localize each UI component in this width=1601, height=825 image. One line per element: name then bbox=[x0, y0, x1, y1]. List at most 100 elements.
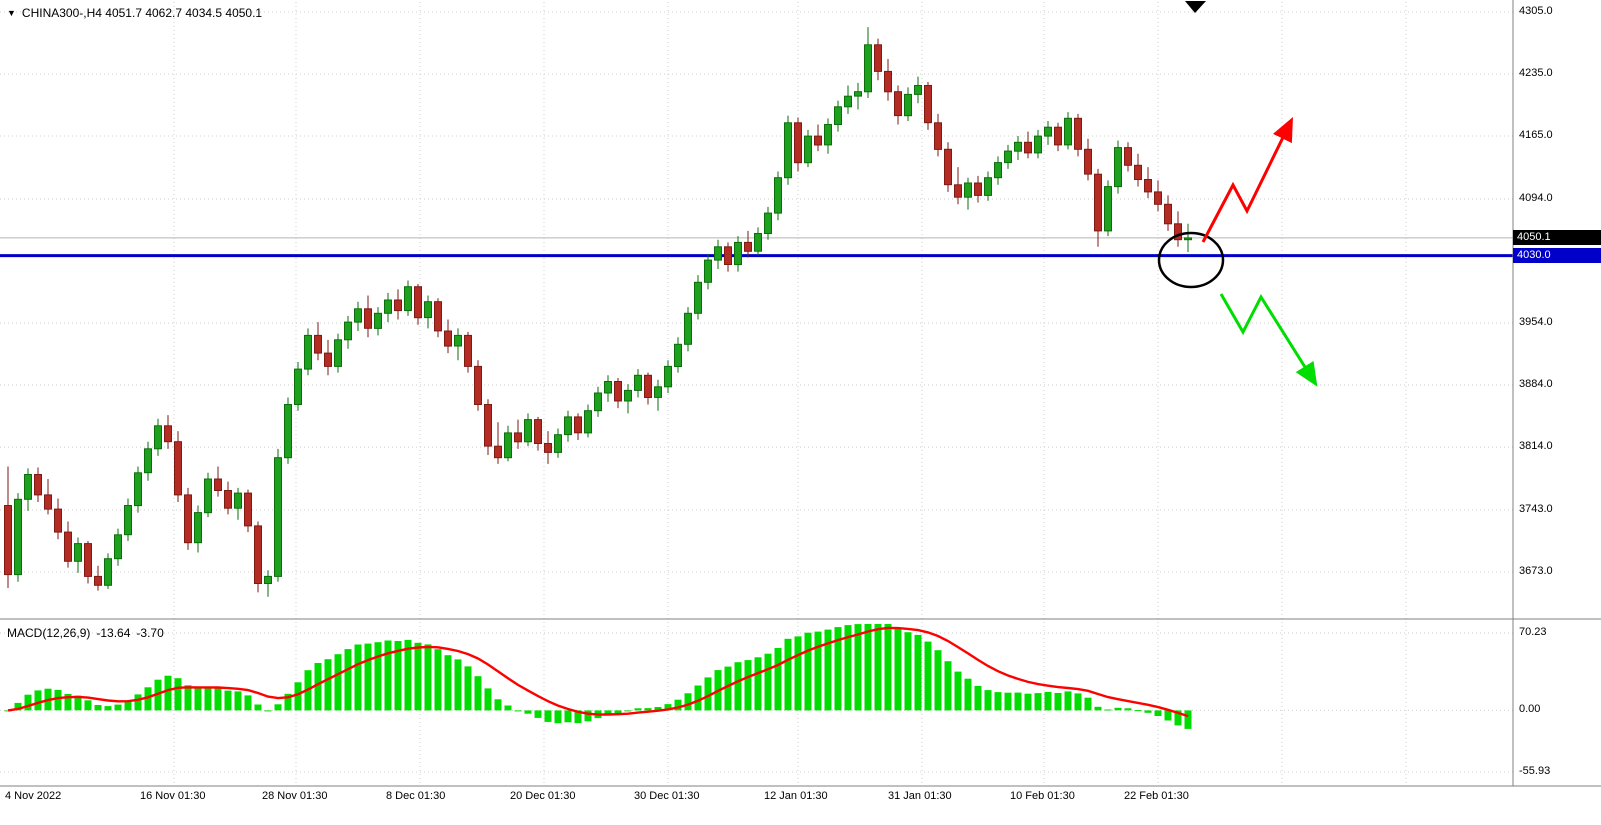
macd-bar bbox=[354, 644, 362, 711]
candle-body bbox=[1064, 117, 1072, 146]
candle-body bbox=[234, 492, 242, 509]
macd-bar bbox=[914, 634, 922, 711]
circle-annotation[interactable] bbox=[1157, 231, 1225, 289]
macd-bar bbox=[674, 699, 682, 711]
macd-bar bbox=[904, 632, 912, 711]
price-axis-label: 4165.0 bbox=[1519, 129, 1553, 141]
candle-body bbox=[784, 122, 792, 179]
annotations-layer[interactable] bbox=[1157, 116, 1318, 387]
time-axis-label: 12 Jan 01:30 bbox=[764, 790, 828, 802]
macd-bar bbox=[1154, 710, 1162, 716]
candle-body bbox=[514, 432, 522, 443]
macd-bar bbox=[394, 641, 402, 711]
macd-bar bbox=[94, 705, 102, 711]
candle-body bbox=[1124, 147, 1132, 166]
candle-body bbox=[914, 85, 922, 95]
candle-body bbox=[264, 575, 272, 585]
candle-body bbox=[364, 308, 372, 329]
macd-signal-value: -3.70 bbox=[136, 626, 164, 640]
red-up-arrow-annotation[interactable] bbox=[1201, 116, 1293, 243]
candle-body bbox=[814, 135, 822, 146]
candle-body bbox=[334, 339, 342, 367]
candle-body bbox=[1104, 186, 1112, 232]
candle-body bbox=[304, 334, 312, 370]
time-axis-label: 4 Nov 2022 bbox=[5, 790, 62, 802]
price-axis-label: 3884.0 bbox=[1519, 378, 1553, 390]
candle-body bbox=[594, 392, 602, 412]
candle-body bbox=[64, 531, 72, 562]
macd-bar bbox=[144, 687, 152, 711]
price-axis-label: 3814.0 bbox=[1519, 440, 1553, 452]
macd-bar bbox=[564, 710, 572, 723]
chart-shift-marker-icon[interactable] bbox=[1185, 1, 1206, 13]
macd-bar bbox=[1064, 691, 1072, 711]
candle-body bbox=[174, 441, 182, 496]
grid-layer bbox=[0, 2, 1513, 786]
macd-bar bbox=[504, 705, 512, 711]
candle-body bbox=[214, 478, 222, 491]
candle-body bbox=[984, 177, 992, 196]
candle-body bbox=[1184, 237, 1192, 241]
candle-body bbox=[354, 308, 362, 323]
price-axis-label: 4094.0 bbox=[1519, 192, 1553, 204]
candle-body bbox=[144, 448, 152, 474]
candle-body bbox=[694, 281, 702, 314]
macd-bar bbox=[1124, 708, 1132, 711]
macd-bar bbox=[874, 624, 882, 711]
candle-body bbox=[164, 425, 172, 443]
price-axis-label: 3954.0 bbox=[1519, 316, 1553, 328]
candle-body bbox=[94, 575, 102, 586]
macd-bar bbox=[794, 636, 802, 711]
macd-bar bbox=[1094, 706, 1102, 711]
macd-bar bbox=[554, 710, 562, 724]
candle-body bbox=[254, 525, 262, 585]
candle-body bbox=[454, 334, 462, 347]
macd-bar bbox=[54, 689, 62, 711]
macd-bar bbox=[444, 655, 452, 711]
macd-bar bbox=[1164, 710, 1172, 721]
candle-body bbox=[1174, 223, 1182, 241]
macd-bar bbox=[704, 677, 712, 711]
pane-dividers[interactable] bbox=[0, 0, 1601, 787]
macd-axis-label: -55.93 bbox=[1519, 765, 1551, 777]
macd-bar bbox=[24, 694, 32, 711]
candle-body bbox=[554, 434, 562, 453]
current-price-badge: 4050.1 bbox=[1513, 230, 1601, 245]
time-axis-label: 30 Dec 01:30 bbox=[634, 790, 700, 802]
candle-body bbox=[724, 246, 732, 266]
macd-bar bbox=[884, 624, 892, 711]
macd-bar bbox=[314, 663, 322, 711]
candle-body bbox=[804, 135, 812, 164]
candle-body bbox=[1134, 164, 1142, 181]
candle-body bbox=[664, 365, 672, 388]
candle-body bbox=[314, 334, 322, 354]
symbol-dropdown-icon[interactable]: ▼ bbox=[7, 8, 16, 18]
candle-body bbox=[674, 343, 682, 367]
macd-bar bbox=[494, 699, 502, 711]
macd-bar bbox=[694, 685, 702, 711]
macd-bar bbox=[744, 660, 752, 711]
macd-bar bbox=[464, 666, 472, 711]
green-down-arrow-annotation[interactable] bbox=[1219, 293, 1318, 387]
macd-bar bbox=[124, 700, 132, 711]
candle-body bbox=[124, 505, 132, 536]
candle-body bbox=[844, 95, 852, 108]
macd-bar bbox=[934, 650, 942, 711]
candle-body bbox=[794, 122, 802, 164]
macd-bar bbox=[324, 659, 332, 711]
candle-body bbox=[954, 184, 962, 198]
macd-bar bbox=[804, 632, 812, 711]
candle-body bbox=[54, 508, 62, 533]
macd-bar bbox=[954, 671, 962, 711]
macd-bar bbox=[644, 708, 652, 711]
candle-body bbox=[464, 334, 472, 367]
macd-bar bbox=[1114, 707, 1122, 711]
candle-body bbox=[154, 425, 162, 450]
macd-bar bbox=[1184, 710, 1192, 729]
candle-body bbox=[1154, 191, 1162, 205]
macd-bar bbox=[774, 648, 782, 711]
macd-bar bbox=[724, 666, 732, 711]
candle-body bbox=[24, 474, 32, 500]
candle-body bbox=[184, 494, 192, 544]
